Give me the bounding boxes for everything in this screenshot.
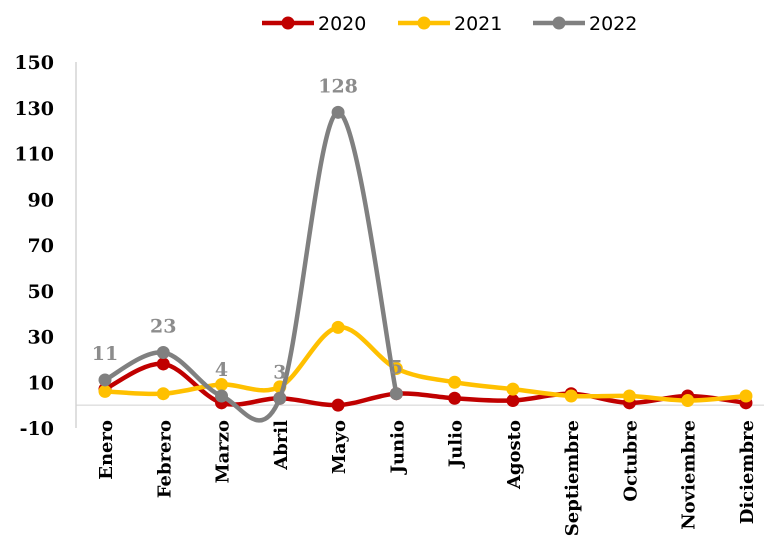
data-point bbox=[622, 389, 636, 403]
data-labels: 11 23 4 3 128 5 bbox=[92, 75, 403, 383]
x-tick-label: Julio bbox=[446, 420, 467, 469]
series-2020 bbox=[98, 357, 753, 412]
legend-item-2020: 2020 bbox=[262, 13, 366, 35]
data-point bbox=[448, 391, 462, 405]
data-point bbox=[156, 357, 170, 371]
x-tick-label: Octubre bbox=[620, 420, 641, 502]
data-point bbox=[98, 373, 112, 387]
x-tick-label: Abril bbox=[271, 420, 292, 471]
x-tick-label: Junio bbox=[387, 420, 408, 476]
x-tick-label: Noviembre bbox=[679, 420, 700, 530]
data-point bbox=[389, 387, 403, 401]
series-2021 bbox=[98, 320, 753, 408]
legend-label: 2020 bbox=[318, 13, 366, 35]
plot-area bbox=[98, 105, 753, 423]
legend-label: 2021 bbox=[454, 13, 502, 35]
x-tick-label: Agosto bbox=[504, 420, 525, 490]
data-point bbox=[331, 320, 345, 334]
x-tick-label: Diciembre bbox=[737, 420, 758, 524]
x-tick-label: Mayo bbox=[329, 420, 350, 474]
series-line bbox=[102, 325, 749, 403]
legend: 2020 2021 2022 bbox=[262, 13, 637, 35]
data-point bbox=[448, 375, 462, 389]
data-point bbox=[739, 389, 753, 403]
data-point bbox=[98, 384, 112, 398]
y-tick-label: 70 bbox=[28, 235, 54, 257]
series-line bbox=[102, 110, 399, 423]
legend-swatch-marker bbox=[417, 16, 431, 30]
x-tick-label: Febrero bbox=[154, 420, 175, 498]
legend-item-2021: 2021 bbox=[398, 13, 502, 35]
data-point bbox=[564, 389, 578, 403]
x-tick-label: Marzo bbox=[213, 420, 234, 483]
legend-swatch-marker bbox=[552, 16, 566, 30]
data-label: 3 bbox=[273, 361, 286, 383]
y-tick-label: 110 bbox=[14, 144, 54, 166]
data-point bbox=[273, 391, 287, 405]
data-label: 128 bbox=[318, 75, 358, 97]
legend-item-2022: 2022 bbox=[533, 13, 637, 35]
y-tick-label: 50 bbox=[28, 281, 54, 303]
data-point bbox=[331, 398, 345, 412]
data-label: 4 bbox=[215, 359, 228, 381]
x-tick-label: Septiembre bbox=[562, 420, 583, 536]
legend-label: 2022 bbox=[589, 13, 637, 35]
data-label: 5 bbox=[390, 357, 403, 379]
y-axis: 150 130 110 90 70 50 30 10 -10 bbox=[14, 52, 77, 440]
x-axis: Enero Febrero Marzo Abril Mayo Junio Julio Agos… bbox=[76, 404, 764, 536]
data-point bbox=[506, 382, 520, 396]
series-2022 bbox=[98, 105, 403, 423]
y-tick-label: 10 bbox=[28, 372, 54, 394]
y-tick-label: 130 bbox=[14, 98, 54, 120]
x-tick-label: Enero bbox=[96, 420, 117, 480]
y-tick-label: 30 bbox=[28, 327, 54, 349]
data-label: 23 bbox=[150, 316, 176, 338]
data-point bbox=[156, 387, 170, 401]
data-point bbox=[215, 378, 229, 392]
y-tick-label: 90 bbox=[28, 189, 54, 211]
legend-swatch-marker bbox=[281, 16, 295, 30]
data-point bbox=[215, 389, 229, 403]
data-point bbox=[156, 346, 170, 360]
data-label: 11 bbox=[92, 343, 118, 365]
y-tick-label: -10 bbox=[20, 418, 54, 440]
data-point bbox=[506, 394, 520, 408]
data-point bbox=[331, 105, 345, 119]
data-point bbox=[681, 394, 695, 408]
y-tick-label: 150 bbox=[14, 52, 54, 74]
